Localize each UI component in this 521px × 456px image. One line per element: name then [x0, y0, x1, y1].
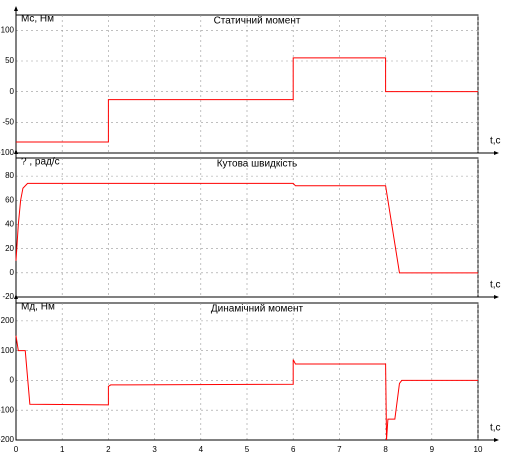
y-axis-arrow [14, 149, 18, 154]
y-tick-label: 60 [5, 195, 14, 204]
data-line [16, 57, 478, 143]
y-tick-label: -100 [0, 405, 15, 414]
y-axis-label: ? , рад/с [21, 157, 60, 168]
y-tick-label: -100 [0, 148, 15, 157]
y-tick-label: 40 [5, 220, 14, 229]
x-tick-label: 0 [14, 445, 19, 454]
y-tick-label: 200 [1, 316, 15, 325]
x-axis-arrow [494, 151, 499, 155]
y-axis-label: Mс, Нм [21, 14, 54, 25]
x-tick-label: 7 [337, 445, 342, 454]
y-tick-label: 20 [5, 244, 14, 253]
y-tick-label: 100 [1, 25, 15, 34]
data-line [15, 335, 478, 441]
chart-title: Кутова швидкість [217, 159, 298, 170]
x-tick-label: 10 [474, 445, 483, 454]
y-tick-label: -50 [2, 117, 14, 126]
x-tick-label: 5 [245, 445, 250, 454]
x-tick-label: 6 [291, 445, 296, 454]
x-tick-label: 9 [430, 445, 435, 454]
chart-title: Статичний момент [214, 16, 301, 27]
chart-title: Динамічний момент [211, 304, 304, 315]
y-tick-label: 0 [10, 268, 15, 277]
data-line [15, 182, 478, 274]
x-tick-label: 4 [199, 445, 204, 454]
y-axis-arrow [14, 294, 18, 299]
x-tick-label: 2 [106, 445, 111, 454]
y-tick-label: 80 [5, 171, 14, 180]
y-axis-label: Mд, Нм [21, 302, 55, 313]
x-axis-arrow [494, 438, 499, 442]
y-axis-arrow [14, 6, 18, 11]
y-tick-label: 0 [10, 87, 15, 96]
x-axis-label: t,c [490, 136, 501, 147]
y-tick-label: 100 [1, 346, 15, 355]
x-tick-label: 1 [60, 445, 65, 454]
y-tick-label: 50 [5, 56, 14, 65]
x-tick-label: 8 [383, 445, 388, 454]
x-tick-label: 3 [152, 445, 157, 454]
y-tick-label: 0 [10, 376, 15, 385]
x-axis-label: t,c [490, 423, 501, 434]
y-tick-label: -200 [0, 435, 15, 444]
y-tick-label: -20 [2, 292, 14, 301]
x-axis-label: t,c [490, 280, 501, 291]
x-axis-arrow [494, 295, 499, 299]
